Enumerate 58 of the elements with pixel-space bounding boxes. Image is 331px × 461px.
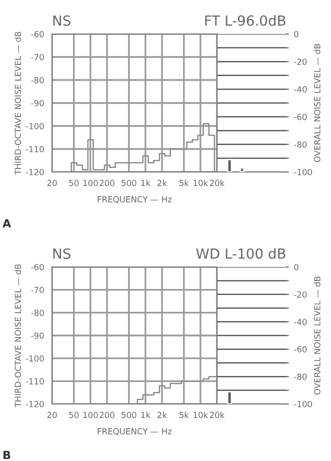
y-tick-label: -110 — [26, 378, 44, 384]
y-tick-label: -20 — [294, 291, 307, 298]
y-tick-label: -80 — [294, 374, 307, 380]
text: WD L-100 dB — [196, 248, 286, 259]
y-tick-label: -60 — [294, 114, 307, 120]
y-tick-label: -100 — [26, 122, 44, 130]
x-tick-label: 20 — [47, 180, 57, 186]
y-tick-label: -80 — [294, 141, 307, 148]
x-axis-title: FREQUENCY — Hz — [98, 428, 172, 436]
chart-title: NS — [53, 248, 70, 259]
x-tick-label: 20 — [47, 412, 57, 418]
y-axis-title: THIRD-OCTAVE NOISE LEVEL — dB — [14, 264, 22, 408]
x-tick-label: 50 — [69, 180, 79, 186]
x-tick-label: 200 — [100, 180, 114, 186]
y-tick-label: -60 — [294, 346, 307, 352]
y-tick-label: 0 — [294, 30, 298, 38]
x-tick-label: 10k — [194, 412, 208, 418]
y-tick-label: -80 — [31, 76, 44, 84]
y-tick-label: -40 — [294, 86, 307, 92]
y-tick-label: -70 — [31, 54, 44, 60]
y-axis-title: OVERALL NOISE LEVEL — dB — [314, 44, 320, 162]
x-tick-label: 2k — [158, 412, 168, 418]
y-tick-label: -90 — [31, 332, 44, 339]
y-tick-label: -110 — [26, 146, 44, 152]
y-tick-label: -20 — [294, 58, 307, 65]
x-tick-label: 200 — [100, 412, 114, 418]
text: A — [2, 219, 12, 228]
x-tick-label: 1k — [141, 412, 150, 418]
x-tick-label: 500 — [122, 180, 136, 186]
x-tick-label: 50 — [69, 412, 79, 418]
x-tick-label: 20k — [210, 412, 225, 418]
y-tick-label: -120 — [26, 168, 44, 176]
x-axis-title: FREQUENCY — Hz — [98, 196, 172, 204]
x-tick-label: 1k — [141, 180, 150, 186]
y-tick-label: -100 — [294, 400, 312, 408]
y-tick-label: 0 — [294, 264, 298, 270]
text: FT L-96.0dB — [205, 15, 286, 26]
y-axis-title: THIRD-OCTAVE NOISE LEVEL — dB — [14, 32, 22, 175]
y-tick-label: -80 — [31, 310, 44, 316]
x-tick-label: 100 — [83, 180, 98, 186]
y-tick-label: -60 — [31, 30, 44, 38]
y-axis-title: OVERALL NOISE LEVEL — dB — [314, 276, 320, 395]
y-tick-label: -70 — [31, 286, 44, 294]
y-tick-label: -100 — [294, 168, 312, 176]
y-tick-label: -60 — [31, 264, 44, 270]
x-tick-label: 10k — [194, 180, 208, 186]
y-tick-label: -120 — [26, 400, 44, 408]
text: B — [4, 450, 10, 460]
x-tick-label: 5k — [179, 412, 189, 418]
y-tick-label: -100 — [26, 355, 44, 362]
x-tick-label: 500 — [122, 412, 136, 418]
y-tick-label: -40 — [294, 318, 307, 326]
x-tick-label: 20k — [210, 180, 225, 186]
x-tick-label: 100 — [83, 412, 98, 418]
x-tick-label: 5k — [179, 180, 189, 186]
chart-title: NS — [53, 15, 70, 26]
y-tick-label: -90 — [31, 100, 44, 106]
x-tick-label: 2k — [158, 180, 168, 186]
